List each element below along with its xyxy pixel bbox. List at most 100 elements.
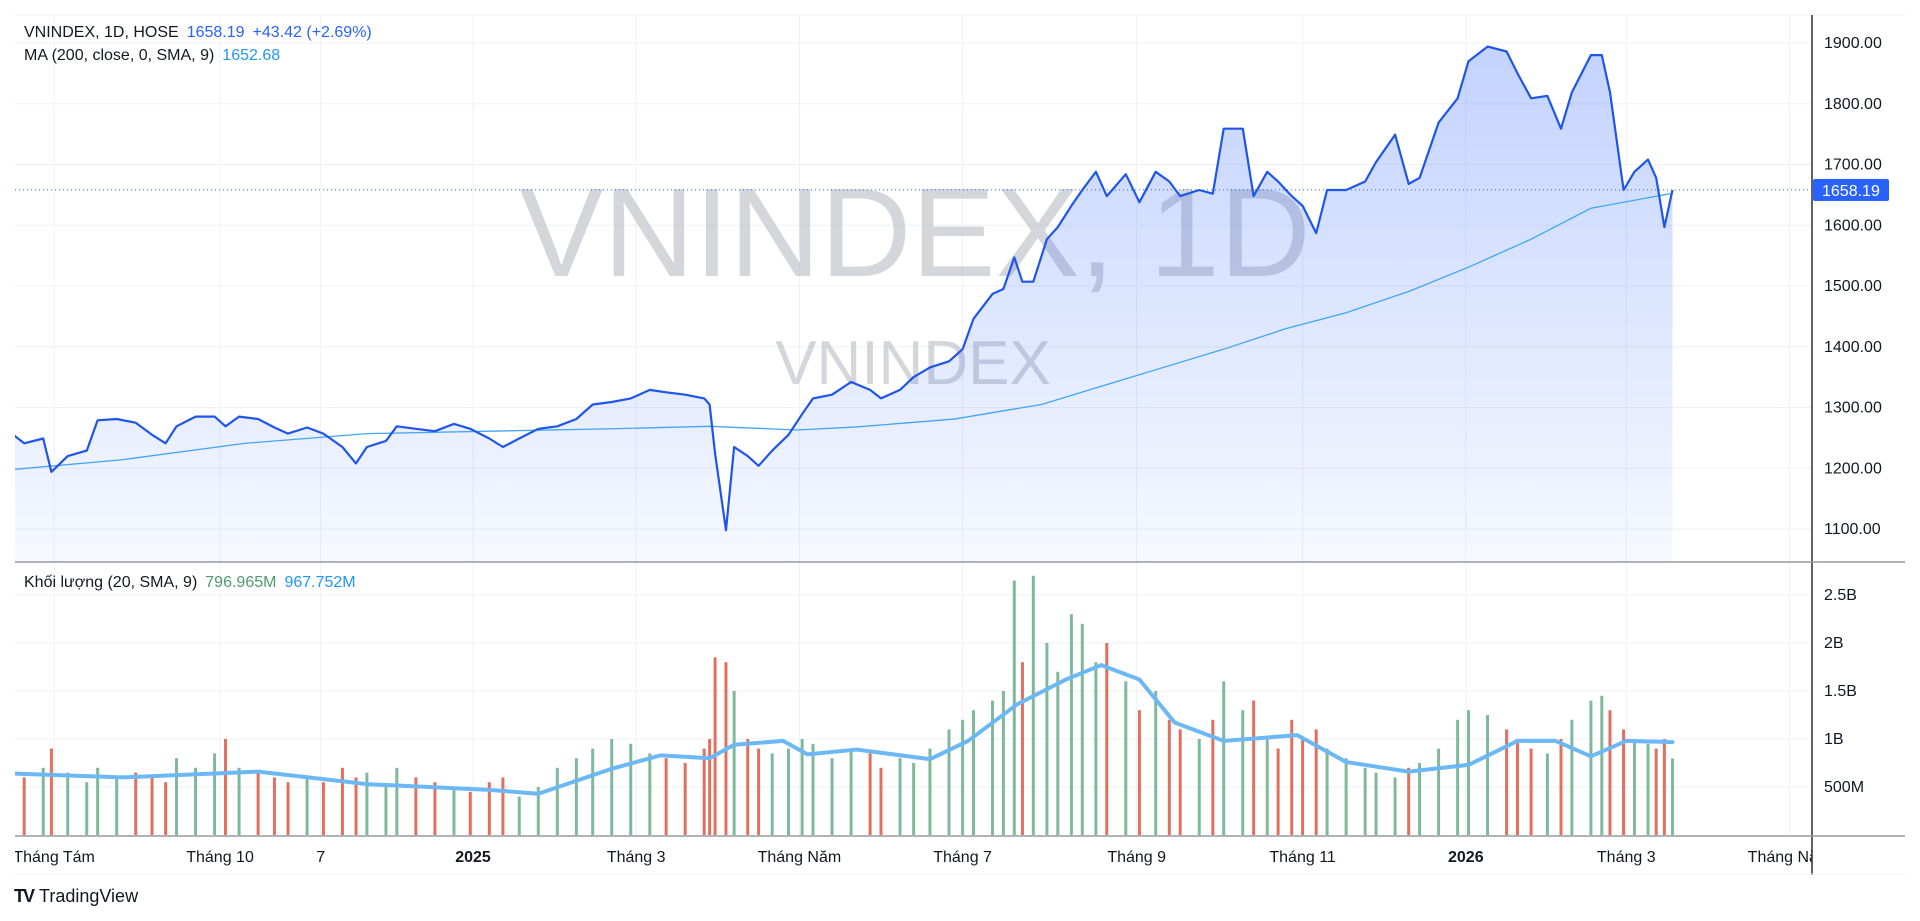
volume-bar[interactable] (1344, 758, 1348, 835)
volume-bar[interactable] (1418, 763, 1422, 835)
volume-bar[interactable] (286, 782, 290, 835)
volume-bar[interactable] (1045, 643, 1049, 835)
volume-bar[interactable] (49, 748, 53, 835)
volume-bar[interactable] (757, 748, 761, 835)
volume-bar[interactable] (1211, 719, 1215, 835)
volume-bar[interactable] (849, 748, 853, 835)
volume-bar[interactable] (1178, 729, 1182, 835)
volume-bar[interactable] (1301, 739, 1305, 835)
volume-bar[interactable] (433, 782, 437, 835)
volume-bar[interactable] (1622, 729, 1626, 835)
volume-bar[interactable] (1515, 739, 1519, 835)
volume-bar[interactable] (629, 743, 633, 835)
volume-bar[interactable] (12, 763, 15, 835)
volume-bar[interactable] (22, 777, 26, 835)
volume-bar[interactable] (1241, 710, 1245, 835)
symbol-label[interactable]: VNINDEX, 1D, HOSE (24, 24, 179, 41)
volume-bar[interactable] (395, 767, 399, 835)
volume-bar[interactable] (702, 748, 706, 835)
volume-bar[interactable] (1094, 662, 1098, 835)
volume-bar[interactable] (1105, 643, 1109, 835)
volume-bar[interactable] (732, 691, 736, 835)
volume-bar[interactable] (1529, 748, 1533, 835)
ma-label[interactable]: MA (200, close, 0, SMA, 9) (24, 47, 215, 64)
volume-bar[interactable] (272, 777, 276, 835)
volume-bar[interactable] (830, 758, 834, 835)
volume-bar[interactable] (194, 767, 198, 835)
volume-bar[interactable] (1325, 748, 1329, 835)
volume-bar[interactable] (610, 739, 614, 835)
volume-bar[interactable] (713, 657, 717, 835)
volume-bar[interactable] (1197, 739, 1201, 835)
volume-bar[interactable] (164, 782, 168, 835)
volume-bar[interactable] (223, 739, 227, 835)
volume-bar[interactable] (1374, 772, 1378, 835)
volume-bar[interactable] (468, 791, 472, 835)
volume-bar[interactable] (1505, 729, 1509, 835)
volume-pane[interactable] (12, 575, 1675, 835)
volume-bar[interactable] (487, 782, 491, 835)
volume-bar[interactable] (787, 748, 791, 835)
volume-bar[interactable] (664, 758, 668, 835)
volume-bar[interactable] (1124, 681, 1128, 835)
volume-ma-line[interactable] (13, 663, 1675, 796)
volume-bar[interactable] (501, 777, 505, 835)
time-axis[interactable]: Tháng Tám Tháng 10 7 2025 Tháng 3 Tháng Năm Th… (13, 849, 1831, 866)
volume-bar[interactable] (1252, 700, 1256, 835)
volume-bar[interactable] (1001, 691, 1005, 835)
volume-bar[interactable] (115, 777, 119, 835)
volume-bar[interactable] (66, 772, 70, 835)
volume-bar[interactable] (1662, 739, 1666, 835)
volume-bar[interactable] (365, 772, 369, 835)
volume-bar[interactable] (134, 772, 138, 835)
volume-bar[interactable] (1069, 614, 1073, 835)
volume-bar[interactable] (574, 758, 578, 835)
volume-bar[interactable] (96, 767, 100, 835)
volume-bar[interactable] (256, 772, 260, 835)
volume-bar[interactable] (150, 777, 154, 835)
volume-bar[interactable] (1632, 739, 1636, 835)
volume-bar[interactable] (1456, 719, 1460, 835)
volume-bar[interactable] (1407, 767, 1411, 835)
volume-bar[interactable] (321, 782, 325, 835)
volume-bar[interactable] (1265, 739, 1269, 835)
volume-bar[interactable] (928, 748, 932, 835)
volume-bar[interactable] (991, 700, 995, 835)
volume-bar[interactable] (961, 719, 965, 835)
volume-bar[interactable] (305, 777, 309, 835)
volume-bar[interactable] (517, 796, 521, 835)
volume-bar[interactable] (85, 782, 89, 835)
volume-bar[interactable] (1031, 575, 1035, 835)
volume-bar[interactable] (868, 753, 872, 835)
volume-bar[interactable] (811, 743, 815, 835)
volume-bar[interactable] (1589, 700, 1593, 835)
volume-bar[interactable] (879, 767, 883, 835)
ma-line[interactable] (13, 192, 1673, 470)
volume-bar[interactable] (1020, 662, 1024, 835)
volume-bar[interactable] (1290, 719, 1294, 835)
volume-bar[interactable] (555, 767, 559, 835)
volume-bar[interactable] (414, 777, 418, 835)
volume-bar[interactable] (770, 753, 774, 835)
volume-bar[interactable] (683, 763, 687, 835)
volume-bar[interactable] (1137, 710, 1141, 835)
volume-bar[interactable] (1545, 753, 1549, 835)
volume-bar[interactable] (708, 739, 712, 835)
volume-bar[interactable] (1608, 710, 1612, 835)
volume-bar[interactable] (1154, 691, 1158, 835)
volume-bar[interactable] (1570, 719, 1574, 835)
volume-bar[interactable] (746, 739, 750, 835)
volume-bar[interactable] (1167, 719, 1171, 835)
tradingview-logo[interactable]: TV TradingView (14, 886, 138, 907)
volume-bar[interactable] (340, 767, 344, 835)
volume-bar[interactable] (1056, 671, 1060, 835)
volume-bar[interactable] (591, 748, 595, 835)
volume-label[interactable]: Khối lượng (20, SMA, 9) (24, 574, 198, 591)
volume-bar[interactable] (947, 729, 951, 835)
volume-bar[interactable] (648, 753, 652, 835)
volume-bar[interactable] (800, 739, 804, 835)
volume-bar[interactable] (1600, 695, 1604, 835)
volume-bar[interactable] (384, 787, 388, 835)
volume-bar[interactable] (1671, 758, 1675, 835)
